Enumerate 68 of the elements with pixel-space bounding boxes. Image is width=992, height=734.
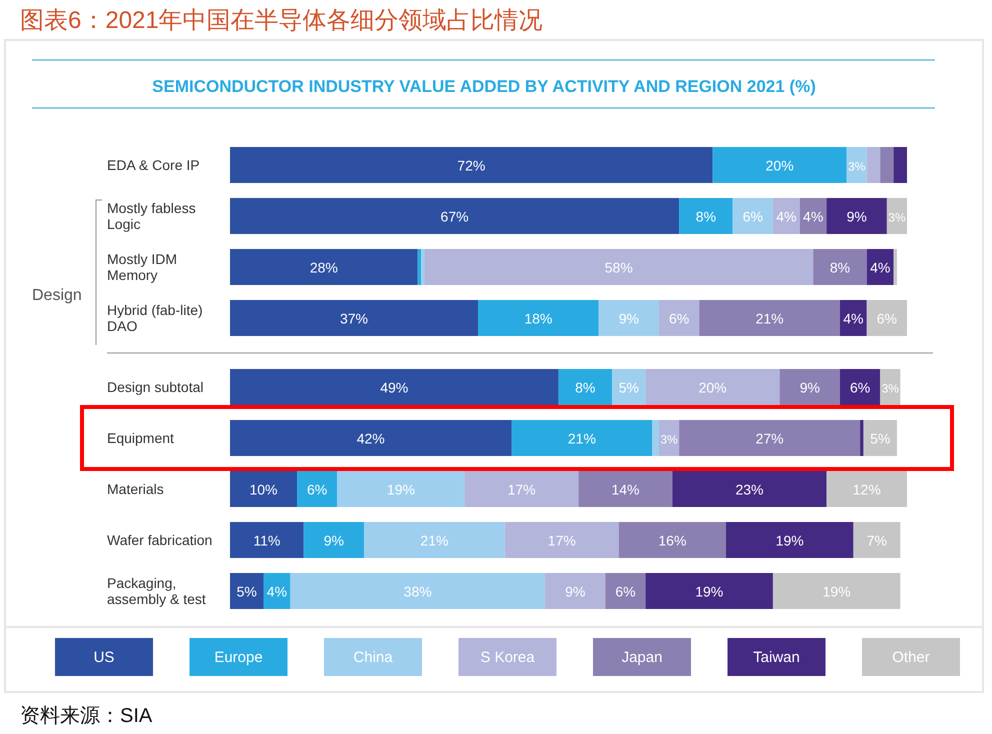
data-label: 7% xyxy=(866,532,887,548)
data-label: 21% xyxy=(420,532,448,548)
data-label: 6% xyxy=(615,584,636,600)
data-label: 16% xyxy=(658,532,686,548)
data-label: 19% xyxy=(822,584,851,600)
data-label: 17% xyxy=(548,532,576,548)
data-label: 17% xyxy=(508,482,536,498)
data-label: 5% xyxy=(870,430,890,446)
data-label: 14% xyxy=(611,482,640,498)
data-label: 3% xyxy=(888,210,906,224)
data-label: 37% xyxy=(340,310,368,326)
data-label: 67% xyxy=(440,208,469,224)
text: 资料来源：SIA xyxy=(20,705,153,727)
data-label: 21% xyxy=(756,310,784,326)
data-label: 12% xyxy=(852,482,881,498)
data-label: 6% xyxy=(742,208,763,224)
data-label: 19% xyxy=(776,532,804,548)
y-tick-label: Packaging, assembly & test xyxy=(107,575,206,607)
data-label: 8% xyxy=(696,208,716,224)
data-label: 20% xyxy=(698,380,727,396)
y-tick-label: Wafer fabrication xyxy=(107,532,212,548)
data-label: 27% xyxy=(756,430,784,446)
y-tick-label: Materials xyxy=(107,481,164,497)
text: Design xyxy=(32,287,82,304)
data-label: 21% xyxy=(568,430,596,446)
data-label: 11% xyxy=(253,532,280,548)
data-label: 5% xyxy=(618,380,639,396)
data-label: 6% xyxy=(307,482,328,498)
legend: US Europe China S Korea Japan Taiwan Other xyxy=(55,638,960,676)
data-label: 8% xyxy=(575,380,596,396)
data-label: 10% xyxy=(250,482,278,498)
data-label: 9% xyxy=(846,208,867,224)
data-label: 38% xyxy=(404,584,432,600)
data-label: 72% xyxy=(457,158,486,174)
data-label: 9% xyxy=(618,310,639,326)
data-label: 3% xyxy=(660,432,678,446)
data-label: 4% xyxy=(843,310,864,326)
y-tick-label: Hybrid (fab-lite) DAO xyxy=(107,302,203,334)
data-label: 58% xyxy=(604,260,633,276)
y-tick-label: Equipment xyxy=(107,430,174,446)
data-label: 49% xyxy=(380,380,408,396)
data-label: 6% xyxy=(850,380,870,396)
data-label: 3% xyxy=(848,160,866,174)
data-label: 5% xyxy=(236,584,257,600)
data-label: 20% xyxy=(766,158,794,174)
chart-subtitle: SEMICONDUCTOR INDUSTRY VALUE ADDED BY ACTIVITY AND REGION 2021 (%) xyxy=(152,77,816,96)
data-label: 9% xyxy=(565,584,586,600)
data-label: 18% xyxy=(524,310,552,326)
data-label: 8% xyxy=(830,260,850,276)
data-label: 4% xyxy=(870,260,890,276)
data-label: 42% xyxy=(356,430,385,446)
data-label: 19% xyxy=(695,584,724,600)
data-label: 6% xyxy=(668,310,690,326)
data-label: 4% xyxy=(803,208,824,224)
data-label: 28% xyxy=(310,260,338,276)
data-label: 9% xyxy=(324,532,344,548)
y-tick-label: Mostly IDM Memory xyxy=(107,251,177,283)
y-tick-label: EDA & Core IP xyxy=(107,157,200,173)
chart-title: 图表6：2021年中国在半导体各细分领域占比情况 xyxy=(20,7,543,34)
y-tick-label: Design subtotal xyxy=(107,379,204,395)
data-label: 19% xyxy=(386,482,415,498)
data-label: 9% xyxy=(800,380,820,396)
y-tick-label: Mostly fabless Logic xyxy=(107,200,196,232)
data-label: 4% xyxy=(266,584,288,600)
data-label: 23% xyxy=(735,482,764,498)
data-label: 4% xyxy=(776,208,796,224)
data-label: 3% xyxy=(882,382,900,396)
data-label: 6% xyxy=(876,310,898,326)
